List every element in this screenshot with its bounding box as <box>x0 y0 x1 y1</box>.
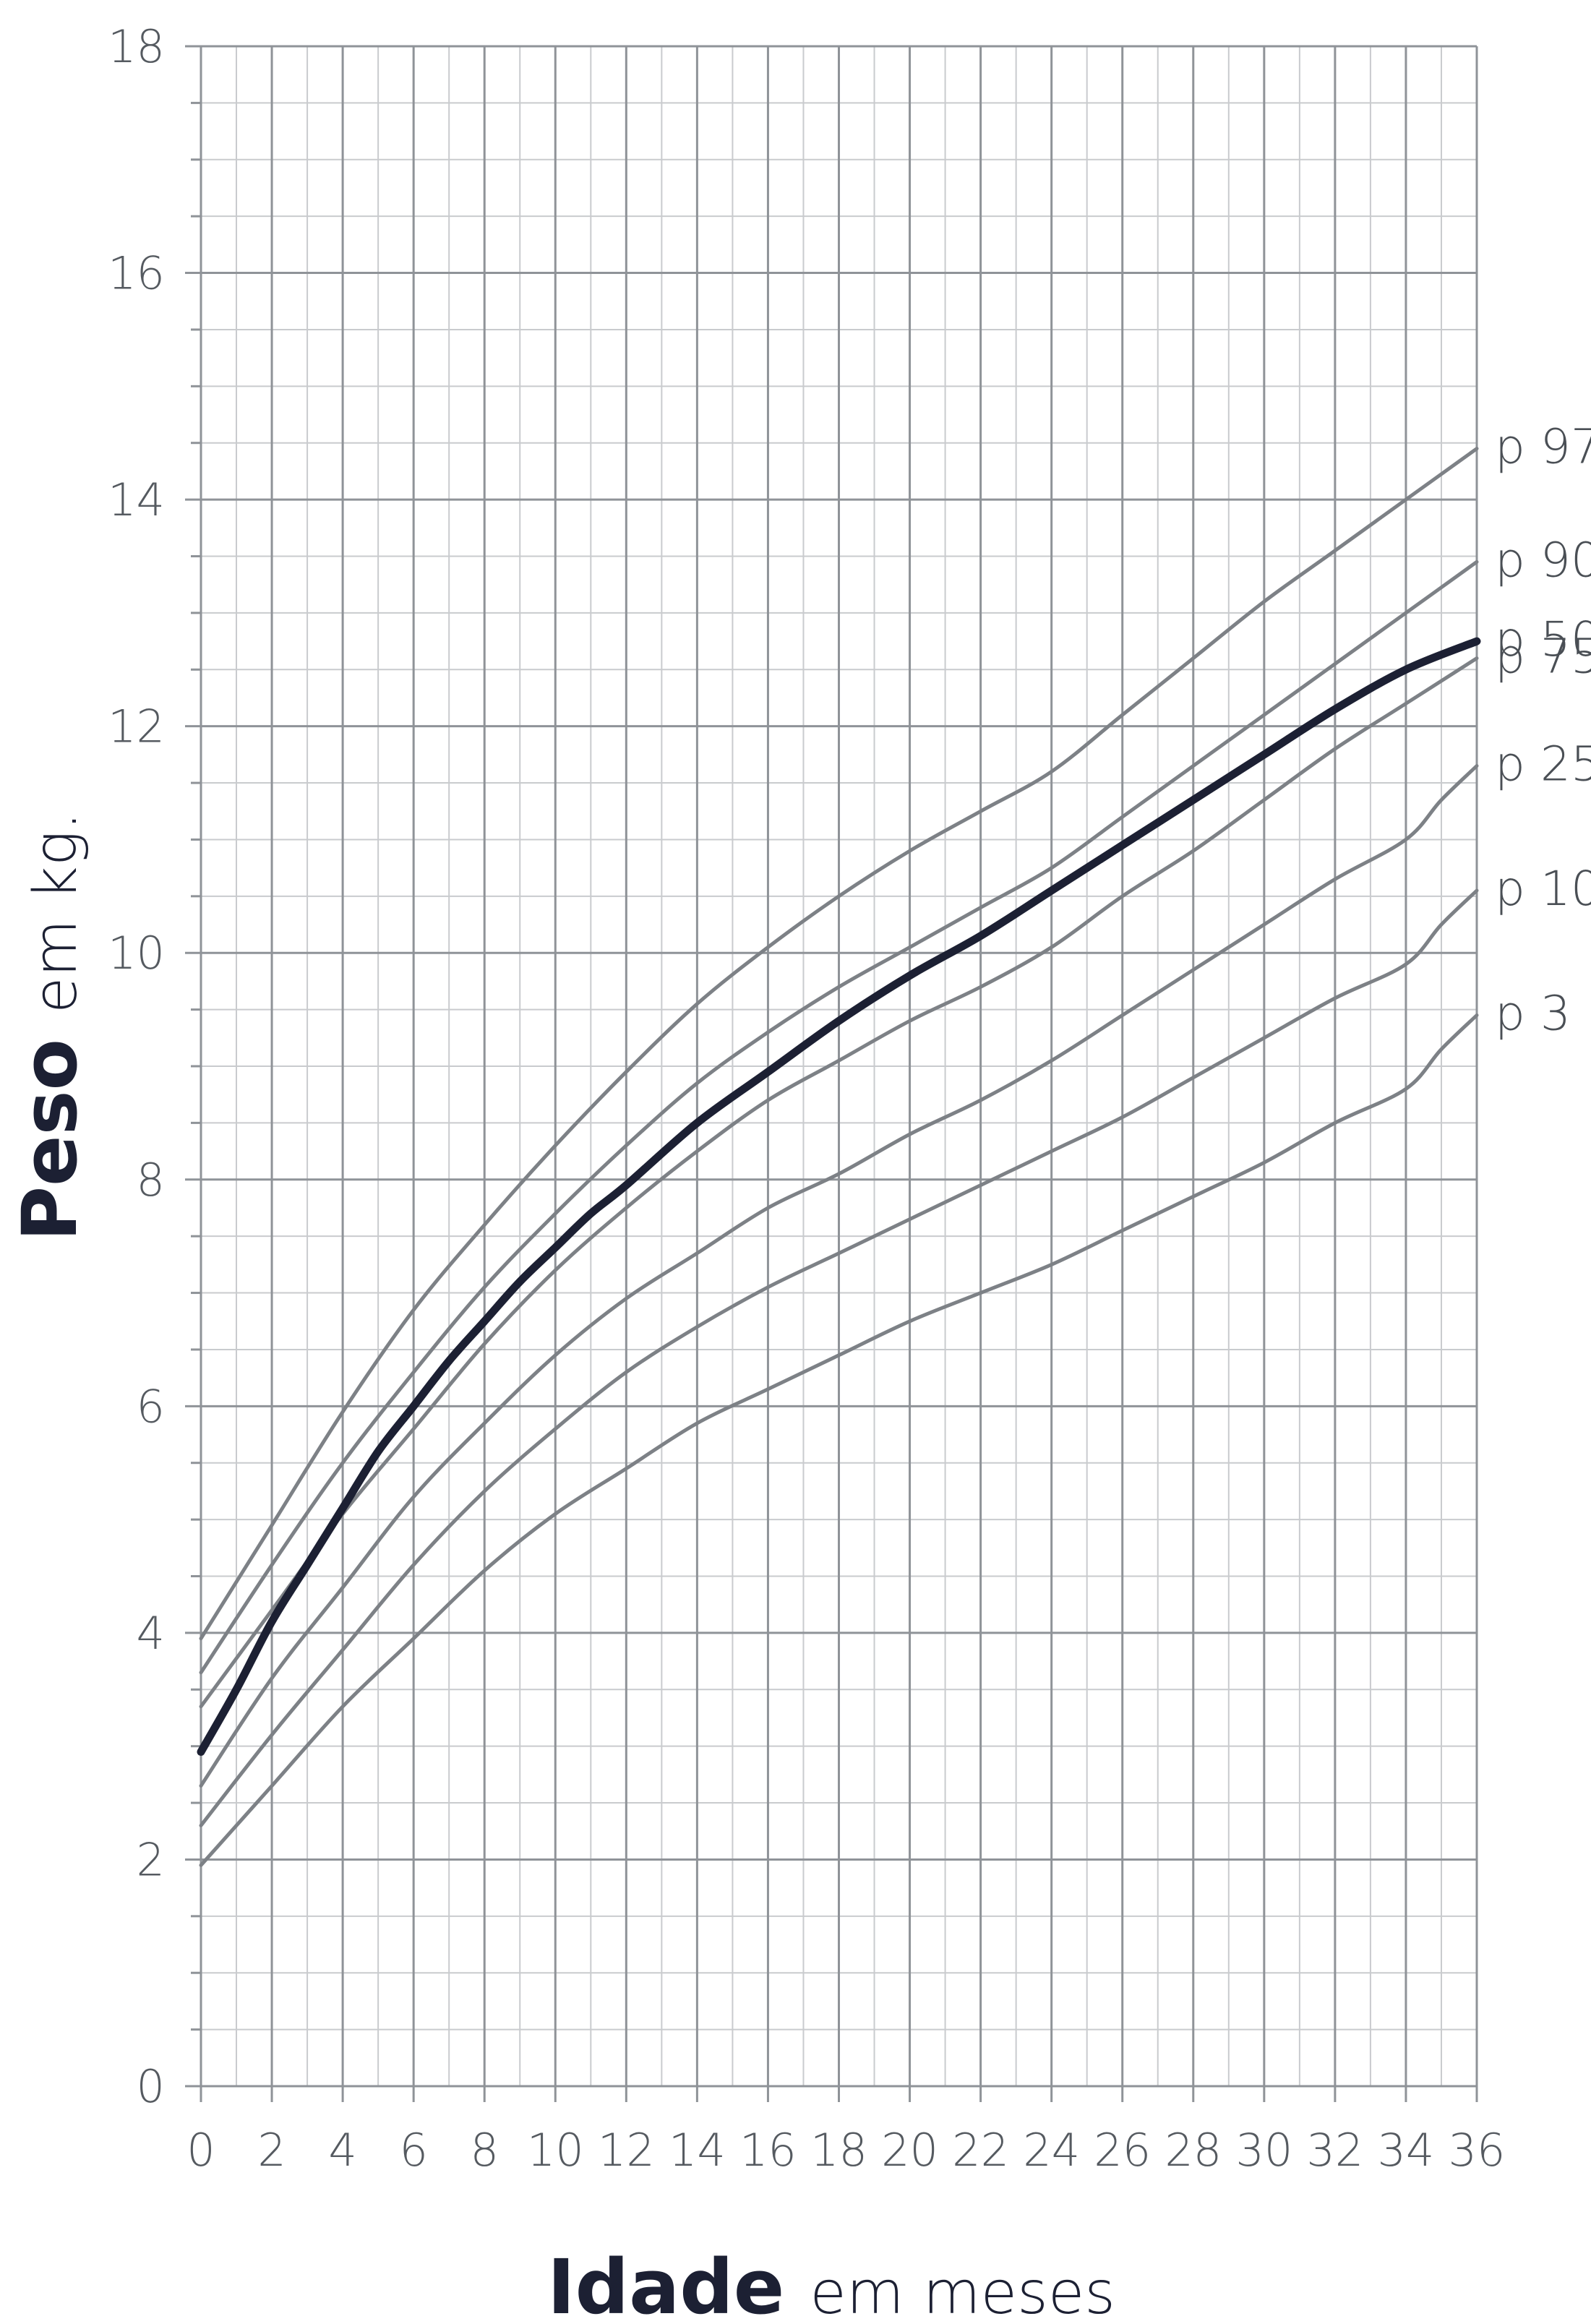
y-tick-label: 2 <box>137 1833 165 1886</box>
x-tick-label: 24 <box>1023 2124 1080 2177</box>
x-tick-label: 34 <box>1377 2124 1434 2177</box>
x-tick-label: 14 <box>669 2124 726 2177</box>
x-tick-label: 32 <box>1306 2124 1363 2177</box>
x-axis-title-bold: Idade <box>547 2243 784 2324</box>
series-p97-label: p 97 <box>1495 419 1591 475</box>
y-tick-label: 10 <box>108 927 165 979</box>
x-axis-title: Idade em meses <box>547 2243 1115 2324</box>
series-p3-line <box>199 1013 1479 1867</box>
x-tick-label: 16 <box>739 2124 797 2177</box>
x-tick-label: 18 <box>810 2124 867 2177</box>
x-tick-label: 30 <box>1235 2124 1292 2177</box>
y-tick-label: 8 <box>137 1154 165 1206</box>
y-axis-title-bold: Peso <box>6 1039 94 1241</box>
series-p10-line <box>199 888 1479 1827</box>
x-tick-label: 28 <box>1165 2124 1222 2177</box>
x-tick-label: 20 <box>881 2124 938 2177</box>
series-p25-line <box>199 764 1479 1788</box>
percentile-labels: p 97 p 90 p 75p 50 p 25 p 10 p 3 <box>1495 419 1591 1042</box>
series-p90-line <box>199 559 1479 1675</box>
y-tick-label: 18 <box>108 20 165 73</box>
y-axis-title: Peso em kg. <box>6 812 94 1241</box>
x-tick-label: 26 <box>1094 2124 1151 2177</box>
series-p3-label: p 3 <box>1495 985 1571 1041</box>
x-tick-label: 8 <box>470 2124 498 2177</box>
x-tick-label: 12 <box>598 2124 655 2177</box>
series-p50-line <box>197 637 1481 1756</box>
x-tick-label: 4 <box>328 2124 356 2177</box>
x-tick-label: 2 <box>257 2124 286 2177</box>
x-tick-label: 10 <box>527 2124 584 2177</box>
series-p75-line <box>199 656 1479 1709</box>
x-tick-label: 36 <box>1449 2124 1506 2177</box>
series-p10-label: p 10 <box>1495 861 1591 917</box>
y-tick-label: 0 <box>137 2060 165 2113</box>
x-axis-title-light: em meses <box>810 2259 1115 2324</box>
series-p97-line <box>199 447 1479 1641</box>
y-tick-label: 16 <box>108 247 165 300</box>
axis-ticks <box>185 45 1478 2102</box>
x-tick-label: 22 <box>952 2124 1009 2177</box>
series-p90-label: p 90 <box>1495 532 1591 588</box>
tick-labels: 0 2 4 6 8 10 12 14 16 18 20 22 24 26 28 30 32 34 360246810… <box>108 20 1505 2177</box>
x-tick-label: 0 <box>186 2124 215 2177</box>
series-p50-label: p 50 <box>1495 612 1591 667</box>
series-p75-label: p 75 <box>1495 629 1591 685</box>
series-p25-label: p 25 <box>1495 737 1591 792</box>
percentile-curves <box>197 447 1481 1867</box>
x-tick-label: 6 <box>399 2124 427 2177</box>
y-tick-label: 6 <box>137 1380 165 1433</box>
y-tick-label: 12 <box>108 700 165 753</box>
y-axis-title-light: em kg. <box>22 812 90 1013</box>
y-tick-label: 14 <box>108 473 165 526</box>
y-tick-label: 4 <box>137 1607 165 1660</box>
